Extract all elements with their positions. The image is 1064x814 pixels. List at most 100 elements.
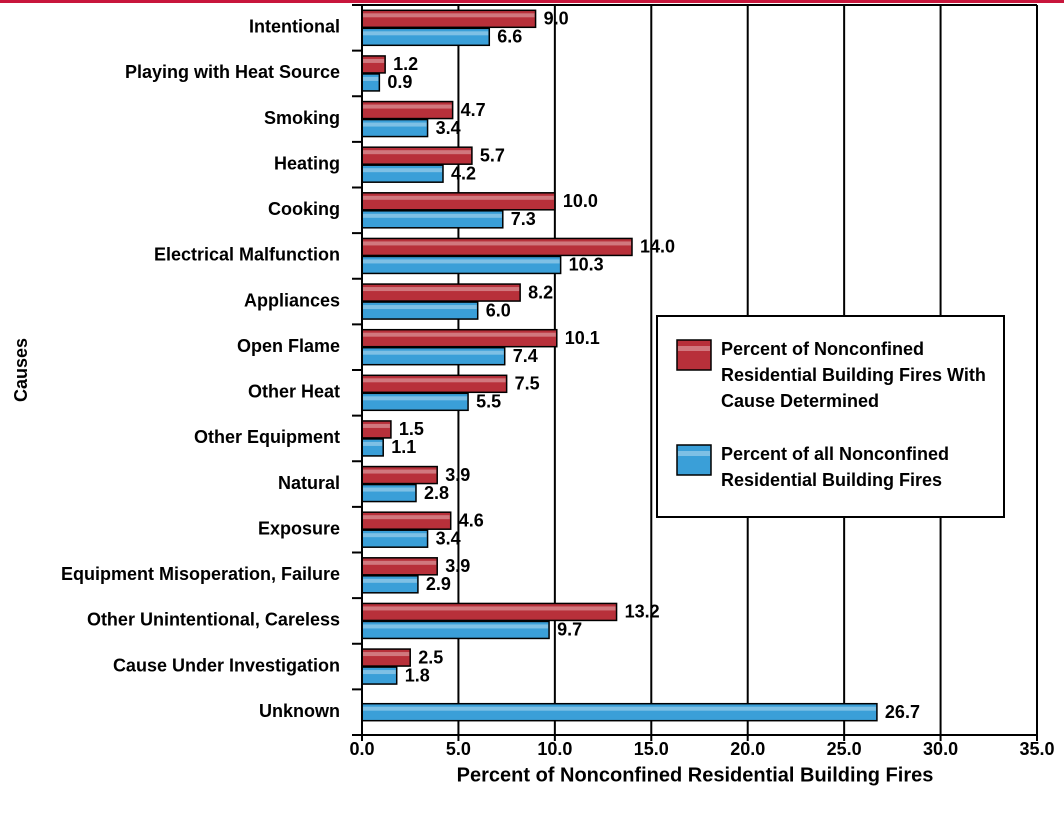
bar [361,283,521,302]
value-label: 7.3 [511,209,536,229]
value-label: 1.8 [405,665,430,685]
bar-highlight [363,706,876,711]
top-strip [0,0,1064,3]
bar [361,9,537,29]
bar-highlight [363,441,383,446]
bar [361,55,386,74]
bar-highlight [363,332,556,337]
value-label: 4.7 [461,100,486,120]
value-label: 2.8 [424,483,449,503]
bar [361,346,506,366]
y-tick-label: Unknown [259,701,340,721]
bar [361,666,398,685]
bar-highlight [363,241,631,246]
value-label: 14.0 [640,237,675,257]
legend-label: Percent of Nonconfined Residential Build… [721,339,986,411]
bar [361,118,429,138]
bar-highlight [363,578,417,583]
bar-highlight [363,76,379,81]
value-label: 3.9 [445,465,470,485]
bar-highlight [363,469,437,474]
x-tick-label: 25.0 [827,739,862,759]
value-label: 10.1 [565,328,600,348]
y-axis-title: Causes [11,338,31,402]
y-tick-label: Playing with Heat Source [125,62,340,82]
legend-swatch-highlight [678,346,710,351]
value-label: 1.1 [391,437,416,457]
value-label: 2.9 [426,574,451,594]
bar [361,648,411,667]
legend-label: Percent of all Nonconfined Residential B… [721,444,950,490]
bar-highlight [363,533,427,538]
bar [361,602,618,622]
value-label: 3.9 [445,556,470,576]
value-label: 8.2 [528,282,553,302]
value-label: 1.2 [393,54,418,74]
y-tick-label: Exposure [258,518,340,538]
bar-highlight [363,213,502,218]
bar-highlight [363,13,535,18]
value-label: 6.0 [486,300,511,320]
y-tick-label: Natural [278,473,340,493]
x-tick-label: 15.0 [634,739,669,759]
bar [361,438,384,457]
y-tick-label: Cause Under Investigation [113,655,340,675]
x-tick-label: 30.0 [923,739,958,759]
bar [361,702,878,722]
bar-highlight [363,195,554,200]
legend-box [656,315,1005,518]
value-label: 9.0 [544,9,569,29]
value-label: 7.4 [513,346,538,366]
bar [361,146,473,165]
bar [361,511,452,530]
bar-highlight [363,378,506,383]
bar [361,301,479,320]
y-tick-label: Open Flame [237,336,340,356]
bar-highlight [363,31,489,36]
bar [361,237,633,257]
bar-highlight [363,150,471,155]
bar [361,529,429,548]
bar-highlight [363,670,396,675]
bar-highlight [363,606,616,611]
bar [361,420,392,439]
x-tick-label: 35.0 [1019,739,1054,759]
bar [361,557,438,576]
y-tick-label: Electrical Malfunction [154,245,340,265]
bar [361,620,550,640]
y-tick-label: Heating [274,153,340,173]
value-label: 3.4 [436,118,461,138]
bar-highlight [363,168,442,173]
bar [361,192,556,211]
value-label: 4.6 [459,510,484,530]
value-label: 5.5 [476,392,501,412]
bar [361,210,504,229]
bar-highlight [363,104,452,109]
y-tick-label: Appliances [244,290,340,310]
value-label: 4.2 [451,163,476,183]
y-tick-label: Cooking [268,199,340,219]
bar-highlight [363,423,390,428]
bar [361,465,438,485]
bar [361,73,381,92]
bar [361,575,419,594]
bar-highlight [363,515,450,520]
value-label: 6.6 [497,27,522,47]
bar-highlight [363,487,415,492]
value-label: 0.9 [387,72,412,92]
y-tick-label: Other Heat [248,382,340,402]
x-tick-label: 10.0 [537,739,572,759]
bar-highlight [363,122,427,127]
bar [361,27,491,47]
value-label: 3.4 [436,528,461,548]
value-label: 10.3 [569,255,604,275]
value-label: 1.5 [399,419,424,439]
value-label: 13.2 [625,602,660,622]
bar [361,255,562,275]
bar-highlight [363,58,385,63]
bar-highlight [363,624,549,629]
x-tick-label: 0.0 [349,739,374,759]
y-tick-label: Other Unintentional, Careless [87,610,340,630]
bar [361,483,417,503]
